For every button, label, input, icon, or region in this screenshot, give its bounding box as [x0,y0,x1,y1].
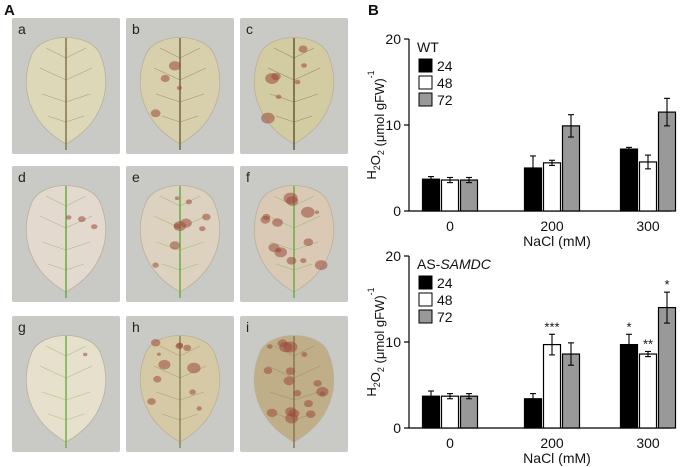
photo-label: e [132,169,140,185]
bar-48-200 [542,343,562,429]
photo-label: g [18,319,26,335]
leaf-photo-h: h [126,316,234,452]
x-tick-label: 300 [636,218,660,234]
legend-label-24: 24 [437,275,453,291]
legend-label-24: 24 [437,58,453,74]
y-tick-label: 10 [385,334,401,350]
y-tick-label: 20 [385,31,401,47]
bar-24-0 [421,178,441,212]
bar-24-300 [619,343,639,429]
legend-label-72: 72 [437,309,453,325]
bar-48-0 [440,395,460,429]
bar-48-200 [542,162,562,212]
bar-72-0 [459,179,479,212]
legend-swatch-72 [418,92,433,107]
bar-24-300 [619,148,639,212]
chart-title: AS-SAMDC [417,256,492,272]
y-tick-label: 0 [393,420,401,436]
bar-72-0 [459,395,479,429]
x-tick-label: 0 [446,435,454,451]
chart-title: WT [417,39,439,55]
photo-label: a [18,21,26,37]
bar-72-300 [657,307,677,429]
significance-star: * [626,319,631,334]
legend-label-48: 48 [437,292,453,308]
legend-swatch-48 [418,292,433,307]
legend-label-48: 48 [437,75,453,91]
photo-label: f [246,169,250,185]
leaf-photo-a: a [12,18,120,154]
leaf-photo-g: g [12,316,120,452]
y-tick-label: 10 [385,117,401,133]
x-tick-label: 200 [540,435,564,451]
leaf-photo-i: i [240,316,348,452]
significance-star: ** [643,336,653,351]
leaf-photo-b: b [126,18,234,154]
panel-b-letter: B [368,2,379,19]
x-tick-label: 300 [636,435,660,451]
x-tick-label: 200 [540,218,564,234]
leaf-photo-e: e [126,166,234,302]
y-tick-label: 0 [393,203,401,219]
leaf-photo-f: f [240,166,348,302]
bar-72-300 [657,111,677,212]
leaf-photo-c: c [240,18,348,154]
legend-swatch-48 [418,75,433,90]
legend-swatch-72 [418,309,433,324]
significance-star: *** [544,319,559,334]
bar-72-200 [561,125,581,212]
legend-swatch-24 [418,275,433,290]
y-axis-label: H2O2 (μmol gFW)-1 [364,70,387,179]
bar-48-300 [638,353,658,429]
x-axis-label: NaCl (mM) [523,450,591,466]
x-axis-label: NaCl (mM) [523,233,591,249]
photo-label: d [18,169,26,185]
panel-a-letter: A [4,2,15,19]
leaf-photo-d: d [12,166,120,302]
y-axis-label: H2O2 (μmol gFW)-1 [364,287,387,396]
photo-label: i [246,319,250,335]
x-tick-label: 0 [446,218,454,234]
legend-swatch-24 [418,58,433,73]
legend-label-72: 72 [437,92,453,108]
photo-label: h [132,319,140,335]
y-tick-label: 20 [385,248,401,264]
photo-label: b [132,21,140,37]
photo-label: c [246,21,253,37]
bar-48-0 [440,179,460,212]
significance-star: * [664,277,669,292]
